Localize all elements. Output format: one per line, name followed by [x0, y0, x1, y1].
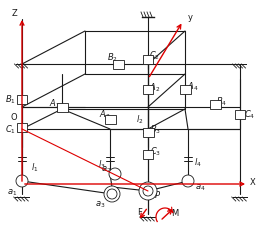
Bar — [17, 95, 27, 104]
Text: Z: Z — [11, 9, 17, 18]
Bar — [57, 103, 68, 112]
Text: $a_1$: $a_1$ — [7, 187, 17, 198]
Text: $C_1$: $C_1$ — [4, 123, 15, 136]
Text: $P$: $P$ — [155, 189, 162, 200]
Bar — [235, 110, 245, 119]
Text: O: O — [11, 113, 17, 122]
Bar — [143, 55, 153, 64]
Bar — [143, 150, 153, 159]
Text: $A_3$: $A_3$ — [99, 108, 111, 121]
Circle shape — [139, 182, 157, 200]
Text: $A_2$: $A_2$ — [149, 81, 161, 94]
Text: $l_3$: $l_3$ — [98, 158, 106, 170]
Bar — [104, 115, 116, 124]
Text: $B_1$: $B_1$ — [5, 93, 15, 106]
Text: $B_2$: $B_2$ — [107, 52, 117, 64]
Text: F: F — [138, 208, 142, 217]
Text: $l_4$: $l_4$ — [194, 156, 202, 169]
Bar — [142, 128, 154, 137]
Bar — [180, 85, 190, 94]
Bar — [112, 60, 124, 69]
Text: $l_2$: $l_2$ — [136, 113, 144, 126]
Circle shape — [107, 189, 117, 199]
Circle shape — [109, 168, 121, 180]
Text: $a_2$: $a_2$ — [101, 164, 111, 174]
Text: $C_4$: $C_4$ — [244, 108, 256, 121]
Text: $C_2$: $C_2$ — [149, 49, 160, 62]
Text: M: M — [171, 209, 179, 218]
Bar — [17, 123, 27, 132]
Text: $B_4$: $B_4$ — [216, 95, 228, 108]
Circle shape — [16, 175, 28, 187]
Text: X: X — [250, 178, 256, 187]
Text: y: y — [188, 13, 192, 22]
Circle shape — [104, 186, 120, 202]
Circle shape — [182, 175, 194, 187]
Text: $A_4$: $A_4$ — [187, 80, 199, 93]
Text: $a_4$: $a_4$ — [195, 182, 205, 192]
Circle shape — [143, 186, 153, 196]
Bar — [209, 100, 221, 109]
Text: $l_1$: $l_1$ — [31, 161, 39, 173]
Text: $a_3$: $a_3$ — [95, 199, 105, 209]
Text: $C_3$: $C_3$ — [150, 145, 162, 158]
Text: $B_3$: $B_3$ — [150, 123, 162, 136]
Bar — [143, 85, 153, 94]
Text: $A_1$: $A_1$ — [49, 97, 61, 110]
